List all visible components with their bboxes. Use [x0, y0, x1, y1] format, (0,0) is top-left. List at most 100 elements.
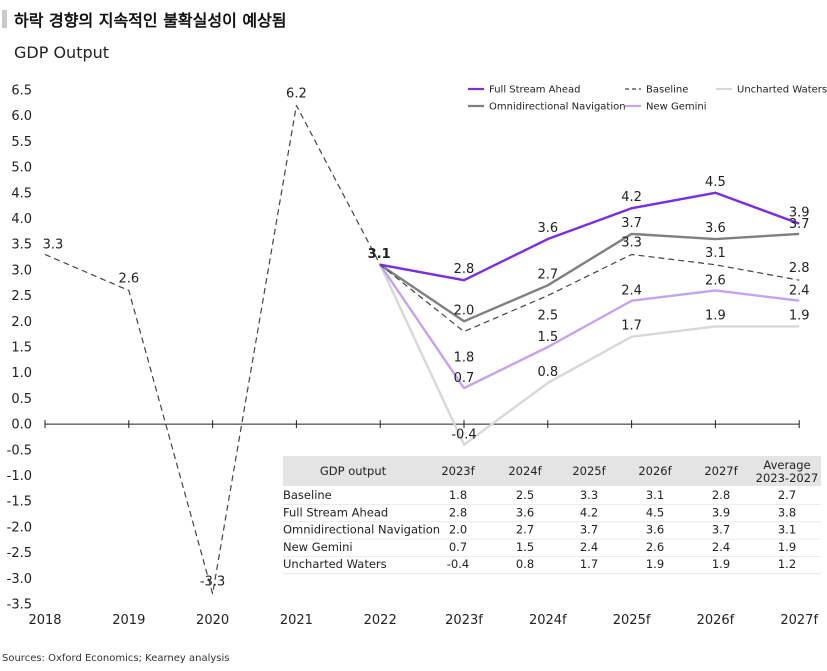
table-header-cell: GDP output	[320, 464, 387, 478]
table-cell: 2.5	[516, 488, 534, 502]
axes-group: 6.5 6.0 5.5 5.0 4.5 4.0 3.5 3.0 2.5 2.0 1.5 1.0 0.5 0…	[7, 84, 819, 629]
y-tick-label: 2.5	[11, 289, 32, 304]
table-header-cell: 2025f	[572, 464, 606, 478]
source-note: Sources: Oxford Economics; Kearney analy…	[2, 653, 230, 664]
table-cell: 3.6	[646, 523, 664, 537]
chart-subtitle: GDP Output	[14, 43, 110, 62]
series-lines-group	[44, 104, 800, 595]
data-label-baseline: 2.6	[118, 271, 139, 286]
data-labels-group: 3.3 2.6 -3.3 6.2 1.8 2.5 3.3 3.1 2.8 3.1 2.8 3.6 4.2…	[43, 86, 810, 589]
data-label-omni: 3.7	[621, 216, 642, 231]
y-tick-label: 4.0	[11, 212, 32, 227]
y-tick-label: 0.5	[11, 392, 32, 407]
table-header-cell: 2023-2027	[756, 471, 819, 485]
y-tick-label: -0.5	[7, 443, 32, 458]
x-tick-label: 2018	[28, 613, 61, 628]
y-tick-label: 1.5	[11, 341, 32, 356]
y-tick-label: -2.5	[7, 546, 32, 561]
x-tick-label: 2019	[112, 613, 145, 628]
data-label-baseline: 3.3	[43, 237, 64, 252]
table-cell: 2.8	[712, 488, 730, 502]
data-label-baseline: 3.1	[705, 246, 726, 261]
data-label-uncharted: 1.9	[789, 308, 810, 323]
table-cell: 2.0	[449, 523, 467, 537]
table-cell: 1.5	[516, 540, 534, 554]
legend-label-new_gemini: New Gemini	[646, 102, 707, 113]
x-tick-label: 2022	[364, 613, 397, 628]
legend-label-uncharted: Uncharted Waters	[737, 85, 827, 96]
y-tick-label: -1.5	[7, 495, 32, 510]
y-tick-label: -2.0	[7, 520, 32, 535]
y-tick-label: 2.0	[11, 315, 32, 330]
table-cell: 1.9	[646, 557, 664, 571]
y-tick-label: 1.0	[11, 366, 32, 381]
x-tick-label: 2027f	[780, 613, 818, 628]
legend-group: Baseline Full Stream Ahead Omnidirectional…	[468, 85, 827, 113]
table-cell: 0.7	[449, 540, 467, 554]
table-cell: -0.4	[447, 557, 469, 571]
data-label-omni: 3.6	[705, 221, 726, 236]
data-label-full_stream: 3.1	[368, 247, 391, 262]
data-label-omni: 2.7	[537, 267, 558, 282]
table-cell: 2.4	[580, 540, 598, 554]
data-label-baseline: 3.3	[621, 235, 642, 250]
y-tick-label: -3.0	[7, 572, 32, 587]
table-cell: 3.3	[580, 488, 598, 502]
table-cell: 3.1	[646, 488, 664, 502]
table-cell: 2.6	[646, 540, 664, 554]
series-line-uncharted	[379, 264, 800, 446]
y-tick-label: -3.5	[7, 598, 32, 613]
data-label-omni: 3.7	[789, 217, 810, 232]
title-marker	[2, 10, 7, 28]
y-tick-label: 5.0	[11, 161, 32, 176]
data-label-baseline: 6.2	[286, 86, 307, 101]
x-tick-label: 2020	[196, 613, 229, 628]
data-label-new_gemini: 1.5	[537, 330, 558, 345]
legend-label-baseline: Baseline	[646, 85, 688, 96]
table-row-label: Full Stream Ahead	[283, 505, 388, 519]
table-cell: 3.1	[778, 523, 796, 537]
table-cell: 4.2	[580, 505, 598, 519]
legend-label-omni: Omnidirectional Navigation	[489, 102, 626, 113]
table-cell: 3.6	[516, 505, 534, 519]
data-label-uncharted: -0.4	[451, 428, 476, 443]
legend-label-full_stream: Full Stream Ahead	[489, 85, 580, 96]
x-tick-label: 2025f	[613, 613, 651, 628]
table-header-bg	[283, 456, 821, 486]
data-label-full_stream: 4.5	[705, 175, 726, 190]
table-cell: 2.7	[778, 488, 796, 502]
data-label-full_stream: 3.9	[789, 206, 810, 221]
x-tick-label: 2024f	[529, 613, 567, 628]
table-cell: 4.5	[646, 505, 664, 519]
y-tick-label: 4.5	[11, 186, 32, 201]
data-label-new_gemini: 2.6	[705, 273, 726, 288]
table-header-cell: 2026f	[638, 464, 672, 478]
data-label-baseline: 2.5	[537, 309, 558, 324]
data-label-omni: 2.0	[454, 303, 475, 318]
data-label-full_stream: 4.2	[621, 190, 642, 205]
table-cell: 2.4	[712, 540, 730, 554]
table-cell: 0.8	[516, 557, 534, 571]
table-cell: 1.8	[449, 488, 467, 502]
series-line-baseline	[44, 104, 800, 595]
data-label-new_gemini: 2.4	[789, 284, 810, 299]
series-line-omni	[379, 232, 800, 323]
table-row-label: Uncharted Waters	[283, 557, 387, 571]
x-tick-label: 2021	[280, 613, 313, 628]
table-cell: 3.8	[778, 505, 796, 519]
table-cell: 3.9	[712, 505, 730, 519]
table-cell: 1.9	[712, 557, 730, 571]
data-label-full_stream: 2.8	[454, 262, 475, 277]
table-header-cell: 2027f	[704, 464, 738, 478]
data-label-uncharted: 1.7	[621, 319, 642, 334]
y-tick-label: 3.0	[11, 263, 32, 278]
data-label-baseline: -3.3	[200, 575, 225, 590]
data-label-baseline: 2.8	[789, 261, 810, 276]
x-tick-label: 2026f	[697, 613, 735, 628]
data-table-group: GDP output 2023f 2024f 2025f 2026f 2027f Avera…	[283, 456, 821, 575]
x-tick-label: 2023f	[445, 613, 483, 628]
table-header-cell: Average	[763, 458, 810, 472]
data-label-full_stream: 3.6	[537, 221, 558, 236]
table-header-cell: 2024f	[508, 464, 542, 478]
